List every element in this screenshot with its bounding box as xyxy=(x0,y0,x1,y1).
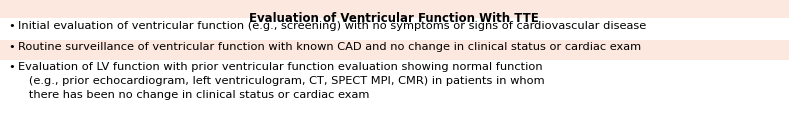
FancyBboxPatch shape xyxy=(0,40,789,60)
Text: Evaluation of Ventricular Function With TTE: Evaluation of Ventricular Function With … xyxy=(249,12,539,25)
Text: Routine surveillance of ventricular function with known CAD and no change in cli: Routine surveillance of ventricular func… xyxy=(18,42,641,52)
FancyBboxPatch shape xyxy=(0,18,789,40)
Text: •: • xyxy=(8,42,15,52)
Text: Evaluation of LV function with prior ventricular function evaluation showing nor: Evaluation of LV function with prior ven… xyxy=(18,62,543,72)
Text: (e.g., prior echocardiogram, left ventriculogram, CT, SPECT MPI, CMR) in patient: (e.g., prior echocardiogram, left ventri… xyxy=(18,76,544,86)
Text: •: • xyxy=(8,21,15,31)
Text: •: • xyxy=(8,62,15,72)
Text: Initial evaluation of ventricular function (e.g., screening) with no symptoms or: Initial evaluation of ventricular functi… xyxy=(18,21,646,31)
FancyBboxPatch shape xyxy=(0,60,789,118)
Text: there has been no change in clinical status or cardiac exam: there has been no change in clinical sta… xyxy=(18,90,369,100)
